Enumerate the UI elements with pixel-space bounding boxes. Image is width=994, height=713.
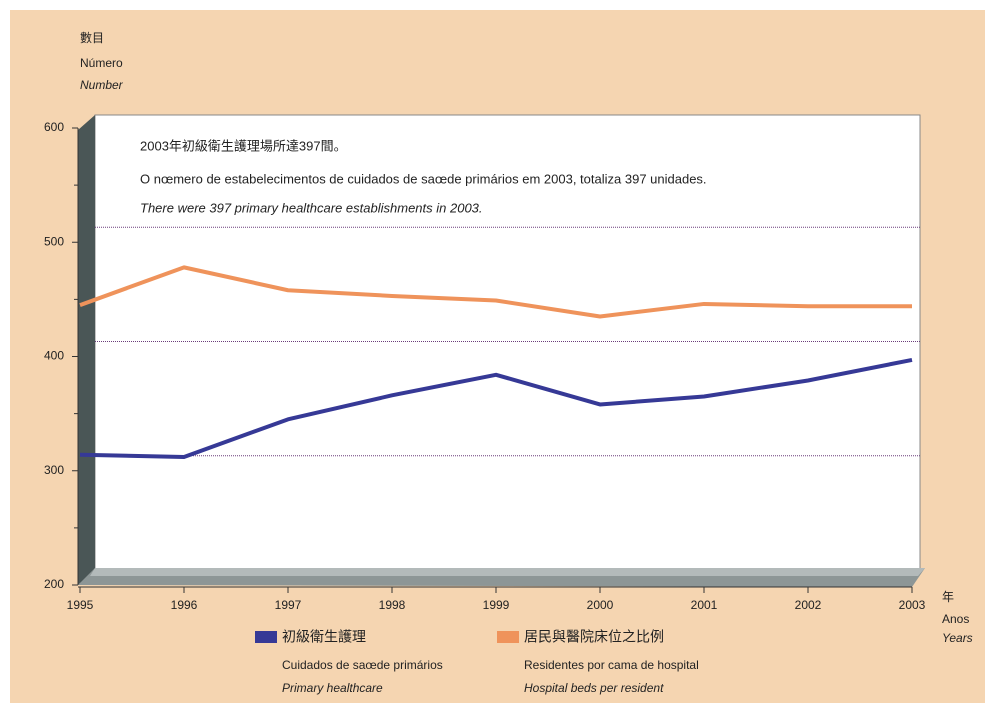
- x-tick-label: 2002: [795, 598, 822, 612]
- legend-swatch: [497, 631, 519, 643]
- x-label: Years: [942, 631, 973, 645]
- y-label: Número: [80, 56, 123, 70]
- legend-label: Primary healthcare: [282, 681, 383, 695]
- legend-swatch: [255, 631, 277, 643]
- x-tick-label: 1996: [171, 598, 198, 612]
- x-tick-label: 1999: [483, 598, 510, 612]
- x-label: Anos: [942, 612, 969, 626]
- x-tick-label: 1997: [275, 598, 302, 612]
- y-tick-label: 200: [44, 577, 64, 591]
- legend-label: Residentes por cama de hospital: [524, 658, 699, 672]
- y-tick-label: 600: [44, 120, 64, 134]
- legend-label: Cuidados de saœde primários: [282, 658, 443, 672]
- y-tick-label: 400: [44, 349, 64, 363]
- left-wall: [78, 115, 95, 585]
- series-line: [79, 357, 913, 460]
- y-label: Number: [80, 78, 124, 92]
- y-tick-label: 500: [44, 234, 64, 248]
- floor-top: [90, 568, 925, 576]
- back-wall: [94, 114, 921, 571]
- x-tick-label: 2003: [899, 598, 926, 612]
- x-tick-label: 2000: [587, 598, 614, 612]
- legend-label: 初級衛生護理: [282, 629, 366, 645]
- annotation: 2003年初級衛生護理場所達397間。: [140, 138, 347, 153]
- x-tick-label: 1998: [379, 598, 406, 612]
- x-label: 年: [942, 590, 954, 604]
- annotation: There were 397 primary healthcare establ…: [140, 200, 483, 215]
- y-tick-label: 300: [44, 463, 64, 477]
- y-label: 數目: [80, 31, 104, 45]
- x-tick-label: 2001: [691, 598, 718, 612]
- legend-label: Hospital beds per resident: [524, 681, 664, 695]
- series-line: [79, 265, 912, 319]
- legend-label: 居民與醫院床位之比例: [524, 629, 664, 645]
- x-tick-label: 1995: [67, 598, 94, 612]
- annotation: O nœmero de estabelecimentos de cuidados…: [140, 171, 707, 186]
